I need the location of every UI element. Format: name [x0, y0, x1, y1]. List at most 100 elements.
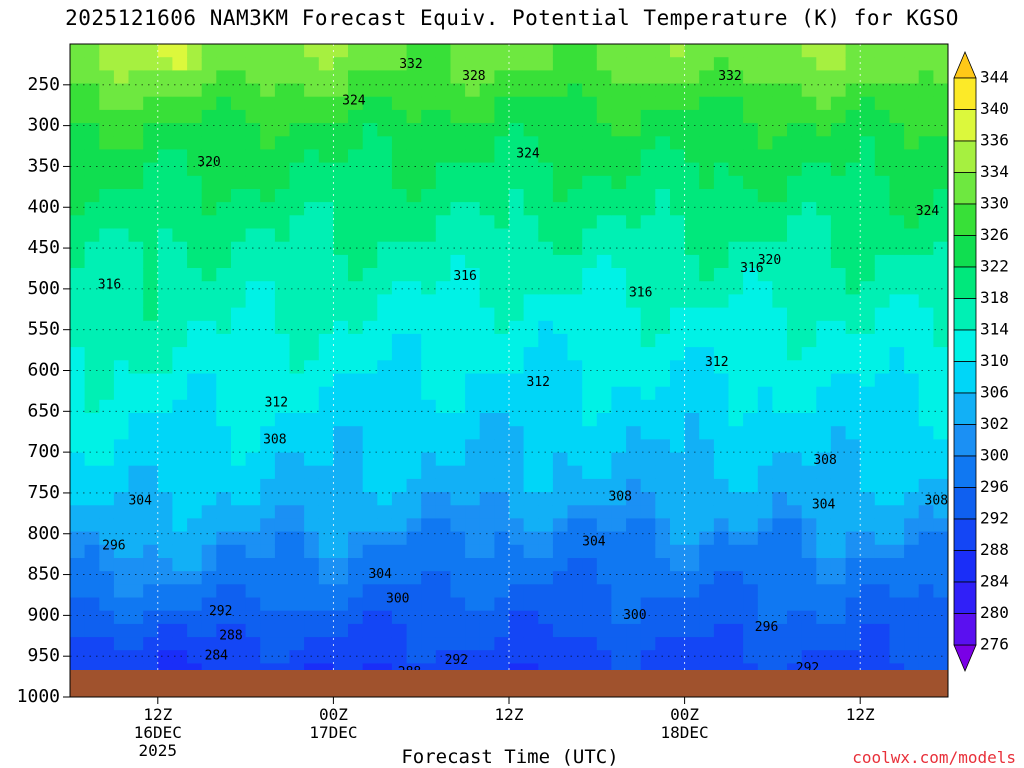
field-cell [362, 109, 378, 124]
field-cell [626, 571, 642, 585]
field-cell [816, 544, 832, 559]
field-cell [391, 136, 408, 151]
field-cell [391, 254, 408, 269]
field-cell [84, 386, 100, 401]
field-cell [611, 439, 627, 454]
field-cell [479, 281, 495, 295]
field-cell [699, 307, 715, 322]
field-cell [348, 360, 364, 375]
field-cell [421, 584, 437, 599]
field-cell [772, 544, 788, 559]
field-cell [640, 44, 656, 58]
field-cell [728, 96, 744, 111]
field-cell [523, 637, 539, 651]
field-cell [187, 320, 203, 335]
field-cell [713, 57, 730, 71]
field-cell [728, 452, 744, 467]
field-cell [157, 307, 173, 322]
field-cell [304, 544, 320, 559]
field-cell [787, 254, 803, 269]
field-cell [421, 281, 437, 295]
field-cell [933, 505, 948, 520]
field-cell [640, 228, 656, 243]
colorbar-swatch [953, 518, 977, 551]
field-cell [933, 465, 948, 480]
field-cell [406, 307, 422, 322]
field-cell [99, 241, 115, 256]
field-cell [596, 254, 612, 269]
field-cell [816, 399, 832, 414]
field-cell [406, 241, 422, 256]
field-cell [772, 228, 788, 243]
field-cell [523, 228, 539, 243]
field-cell [801, 123, 817, 137]
field-cell [728, 281, 744, 295]
field-cell [860, 492, 876, 506]
field-cell [84, 465, 100, 480]
field-cell [143, 373, 159, 388]
field-cell [743, 228, 759, 243]
field-cell [816, 307, 832, 322]
field-cell [318, 478, 334, 493]
field-cell [772, 268, 788, 282]
field-cell [845, 360, 861, 375]
field-cell [84, 294, 100, 309]
field-cell [465, 333, 481, 348]
field-cell [787, 584, 803, 599]
field-cell [830, 531, 847, 546]
field-cell [391, 452, 408, 467]
field-cell [626, 492, 642, 506]
field-cell [421, 333, 437, 348]
field-cell [655, 584, 671, 599]
field-cell [670, 189, 686, 203]
field-cell [479, 96, 495, 111]
field-cell [640, 241, 656, 256]
field-cell [801, 413, 817, 427]
field-cell [99, 413, 115, 427]
field-cell [509, 254, 525, 269]
field-cell [567, 571, 583, 585]
field-cell [128, 333, 144, 348]
colorbar-swatch [953, 361, 977, 394]
field-cell [377, 96, 393, 111]
field-cell [699, 386, 715, 401]
field-cell [465, 162, 481, 177]
field-cell [552, 373, 569, 388]
field-cell [743, 492, 759, 506]
field-cell [611, 320, 627, 335]
field-cell [582, 281, 598, 295]
field-cell [99, 663, 115, 670]
field-cell [406, 347, 422, 361]
field-cell [113, 175, 130, 190]
field-cell [157, 136, 173, 151]
field-cell [216, 241, 232, 256]
credit-link[interactable]: coolwx.com/models [852, 748, 1016, 767]
field-cell [567, 149, 583, 164]
field-cell [318, 597, 334, 612]
field-cell [289, 96, 305, 111]
field-cell [552, 439, 569, 454]
field-cell [304, 478, 320, 493]
field-cell [830, 320, 847, 335]
field-cell [216, 571, 232, 585]
field-cell [816, 439, 832, 454]
field-cell [201, 333, 217, 348]
field-cell [684, 228, 700, 243]
field-cell [406, 373, 422, 388]
field-cell [743, 347, 759, 361]
field-cell [816, 189, 832, 203]
field-cell [84, 254, 100, 269]
field-cell [830, 478, 847, 493]
field-cell [743, 518, 759, 533]
field-cell [567, 189, 583, 203]
field-cell [406, 149, 422, 164]
field-cell [801, 149, 817, 164]
field-cell [245, 281, 261, 295]
field-cell [670, 254, 686, 269]
field-cell [611, 452, 627, 467]
field-cell [670, 637, 686, 651]
field-cell [509, 228, 525, 243]
contour-label: 308 [813, 453, 836, 468]
field-cell [713, 558, 730, 572]
field-cell [391, 492, 408, 506]
